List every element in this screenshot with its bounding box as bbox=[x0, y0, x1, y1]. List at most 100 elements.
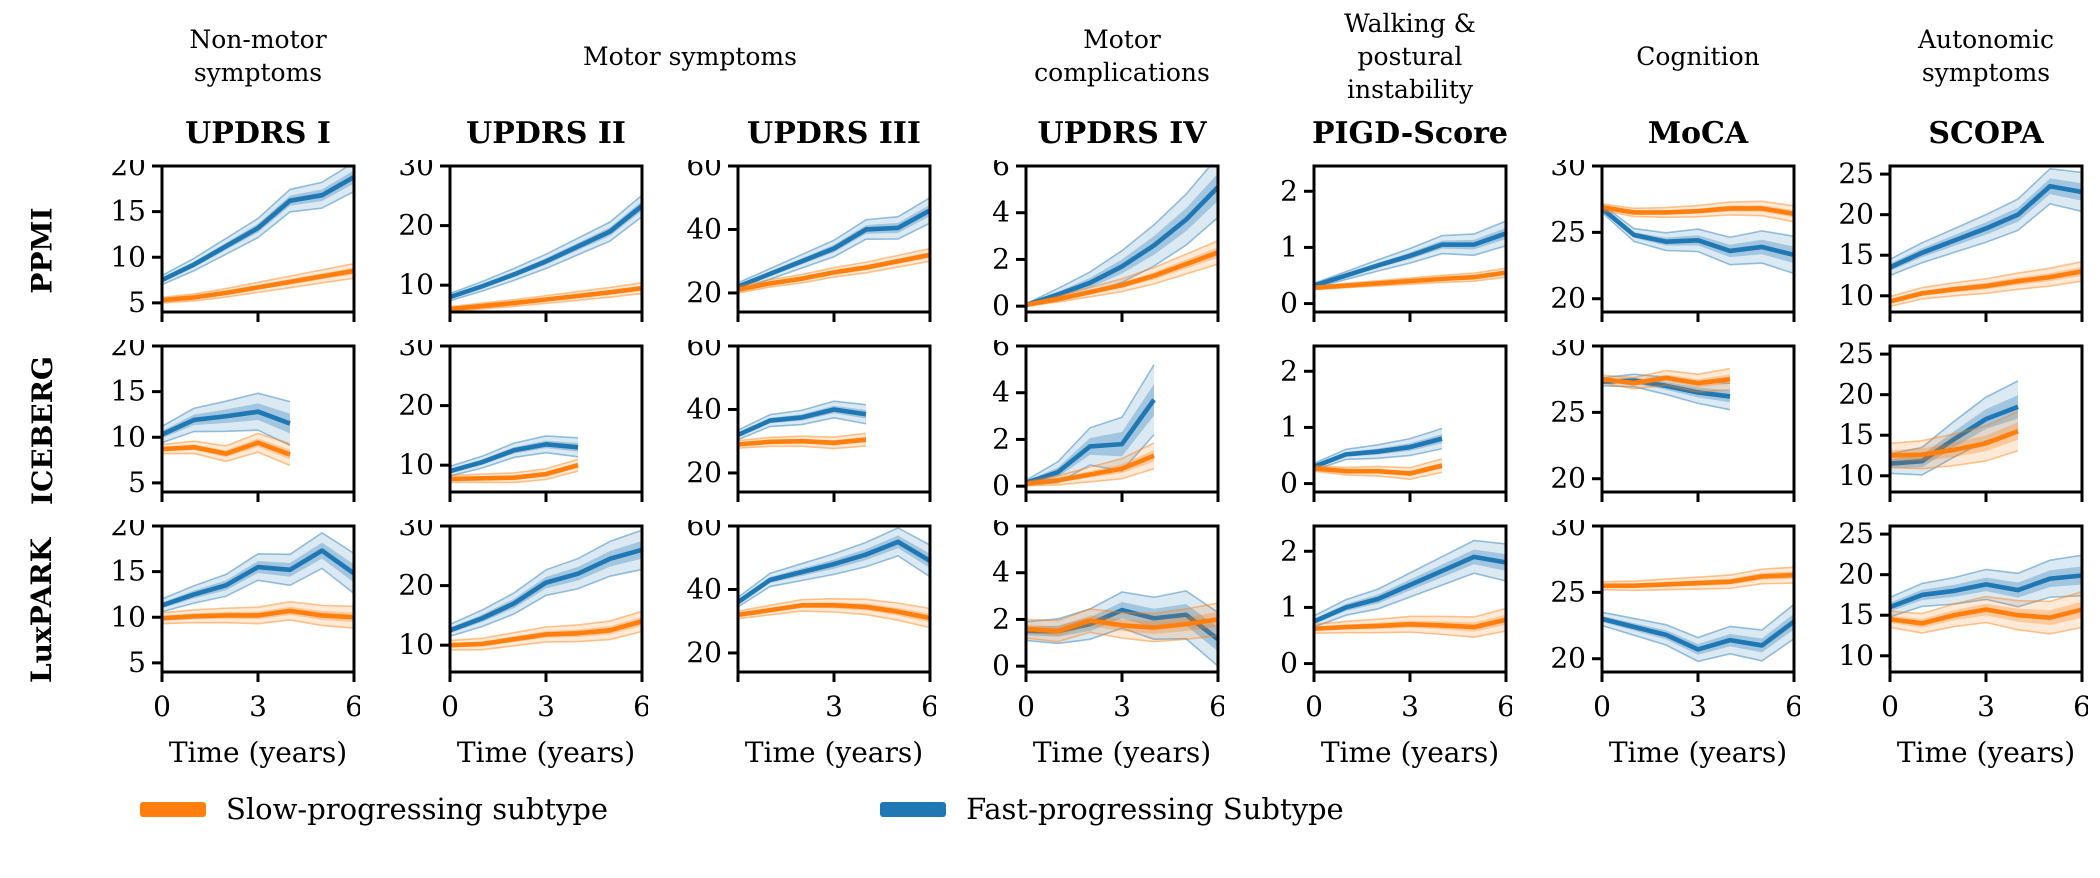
x-tick-label: 6 bbox=[1209, 690, 1224, 723]
fast-band-edge-upper bbox=[162, 166, 350, 277]
x-tick-label: 3 bbox=[825, 690, 843, 723]
slow-band-edge-upper bbox=[1026, 240, 1218, 305]
y-tick-label: 20 bbox=[686, 456, 722, 489]
legend-item-slow: Slow-progressing subtype bbox=[140, 792, 608, 826]
panel-cell-luxpark-updrs-ii: 10 20 30 0 3 6 Time (years) bbox=[360, 520, 648, 782]
slow-band-edge-lower bbox=[162, 619, 354, 629]
fast-band-edge-lower bbox=[738, 555, 930, 608]
legend-label-fast: Fast-progressing Subtype bbox=[966, 792, 1344, 826]
fast-band-edge-lower bbox=[1026, 627, 1218, 667]
y-tick-label: 15 bbox=[1838, 238, 1874, 271]
x-tick-label: 0 bbox=[1305, 690, 1323, 723]
y-tick-label: 25 bbox=[1550, 215, 1586, 248]
slow-line bbox=[738, 437, 867, 447]
panel-cell-ppmi-updrs-ii: 10 20 30 bbox=[360, 160, 648, 340]
fast-band-edge-upper bbox=[738, 526, 930, 599]
fast-band-edge-upper bbox=[162, 531, 354, 600]
x-tick-label: 3 bbox=[1113, 690, 1131, 723]
figure: Non-motor symptoms Motor symptoms Motor comp… bbox=[12, 6, 2100, 827]
fast-line bbox=[1026, 185, 1218, 308]
y-tick-label: 20 bbox=[686, 636, 722, 669]
panel-cell-ppmi-updrs-i: 5 10 15 20 bbox=[72, 160, 360, 340]
fast-line bbox=[1314, 554, 1506, 624]
panel-ppmi-scopa: 10 15 20 25 bbox=[1838, 160, 2084, 322]
slow-line bbox=[1602, 375, 1731, 386]
panel-iceberg-updrs-iii: 20 40 60 bbox=[686, 340, 932, 502]
y-tick-label: 60 bbox=[686, 520, 722, 542]
panel-cell-luxpark-updrs-iii: 20 40 60 3 6 Time (years) bbox=[648, 520, 936, 782]
row-label-ppmi: PPMI bbox=[12, 160, 72, 340]
panel-cell-iceberg-updrs-iii: 20 40 60 bbox=[648, 340, 936, 520]
fast-line bbox=[450, 204, 642, 300]
y-tick-label: 20 bbox=[1838, 198, 1874, 231]
fast-line bbox=[1890, 404, 2019, 466]
y-tick-label: 6 bbox=[992, 160, 1010, 182]
column-title-scopa: SCOPA bbox=[1928, 115, 2044, 151]
fast-band-inner bbox=[738, 535, 930, 605]
x-axis-label: Time (years) bbox=[1033, 736, 1211, 769]
panel-cell-ppmi-updrs-iv: 0 2 4 6 bbox=[936, 160, 1224, 340]
fast-band-edge-lower bbox=[1602, 385, 1731, 411]
fast-band-edge-upper bbox=[450, 529, 642, 626]
slow-line bbox=[1890, 269, 2082, 304]
slow-band-edge-lower bbox=[1026, 467, 1155, 487]
fast-band-inner bbox=[1890, 566, 2082, 612]
x-tick-label: 3 bbox=[1977, 690, 1995, 723]
plot-box bbox=[1600, 344, 1796, 494]
slow-band-edge-upper bbox=[738, 247, 930, 288]
y-tick-label: 30 bbox=[398, 340, 434, 362]
panel-iceberg-updrs-ii: 10 20 30 bbox=[398, 340, 644, 502]
slow-band-edge-upper bbox=[1890, 410, 2019, 445]
fast-band-edge-lower bbox=[1314, 572, 1506, 628]
fast-band-edge-lower bbox=[1890, 594, 2082, 618]
slow-band-outer bbox=[1026, 442, 1154, 486]
slow-band-edge-lower bbox=[1890, 280, 2082, 308]
slow-band-edge-upper bbox=[450, 282, 642, 308]
y-tick-label: 25 bbox=[1550, 395, 1586, 428]
fast-band-outer bbox=[1026, 166, 1218, 307]
y-tick-label: 40 bbox=[686, 212, 722, 245]
fast-band-edge-lower bbox=[450, 216, 642, 302]
x-axis-label: Time (years) bbox=[1897, 736, 2075, 769]
panel-cell-iceberg-scopa: 10 15 20 25 bbox=[1800, 340, 2088, 520]
slow-line bbox=[1314, 270, 1506, 291]
fast-line bbox=[1314, 231, 1506, 288]
fast-band-edge-lower bbox=[450, 451, 579, 477]
panel-cell-ppmi-moca: 20 25 30 bbox=[1512, 160, 1800, 340]
panel-cell-luxpark-updrs-i: 5 10 15 20 0 3 6 Time (years) bbox=[72, 520, 360, 782]
x-tick-label: 6 bbox=[921, 690, 936, 723]
row-label-text: ICEBERG bbox=[25, 355, 59, 505]
group-headers-row: Non-motor symptoms Motor symptoms Motor comp… bbox=[12, 6, 2100, 106]
fast-line bbox=[738, 208, 930, 289]
y-tick-label: 15 bbox=[110, 375, 146, 408]
legend-swatch-slow bbox=[140, 801, 206, 817]
column-title-updrs-iii: UPDRS III bbox=[747, 115, 921, 151]
group-header-non-motor-symptoms: Non-motor symptoms bbox=[72, 23, 360, 89]
fast-band-edge-upper bbox=[1026, 364, 1155, 482]
slow-band-edge-lower bbox=[1890, 449, 2019, 470]
y-tick-label: 15 bbox=[1838, 598, 1874, 631]
y-tick-label: 10 bbox=[1838, 279, 1874, 312]
slow-line bbox=[1026, 453, 1155, 487]
panel-ppmi-pigd-score: 0 1 2 bbox=[1280, 164, 1508, 322]
y-tick-label: 15 bbox=[110, 555, 146, 588]
slow-band-edge-lower bbox=[450, 292, 642, 312]
slow-band-edge-upper bbox=[1602, 367, 1731, 379]
y-tick-label: 10 bbox=[398, 268, 434, 301]
y-tick-label: 30 bbox=[1550, 520, 1586, 542]
fast-band-edge-upper bbox=[450, 194, 642, 295]
x-axis-label: Time (years) bbox=[1321, 736, 1499, 769]
panel-cell-iceberg-updrs-iv: 0 2 4 6 bbox=[936, 340, 1224, 520]
y-tick-label: 20 bbox=[110, 160, 146, 182]
y-tick-label: 25 bbox=[1838, 160, 1874, 190]
slow-line bbox=[162, 268, 354, 303]
y-tick-label: 10 bbox=[110, 240, 146, 273]
slow-band-edge-lower bbox=[738, 260, 930, 294]
y-tick-label: 0 bbox=[1280, 467, 1298, 500]
y-tick-label: 20 bbox=[398, 389, 434, 422]
row-label-text: LuxPARK bbox=[25, 537, 59, 683]
y-tick-label: 20 bbox=[1550, 282, 1586, 315]
y-tick-label: 2 bbox=[992, 602, 1010, 635]
slow-band-outer bbox=[1890, 591, 2082, 634]
slow-band-edge-upper bbox=[162, 262, 354, 299]
